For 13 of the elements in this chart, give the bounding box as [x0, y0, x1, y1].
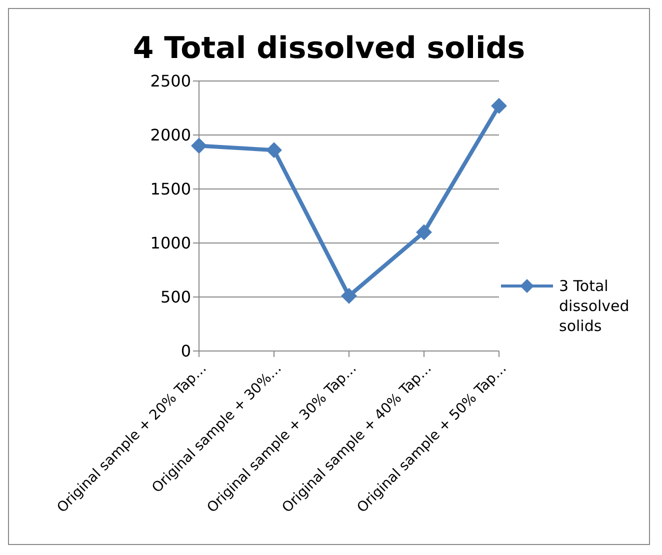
y-tick-label: 500: [160, 288, 191, 307]
y-tick-label: 0: [180, 342, 191, 361]
y-tick-label: 2500: [150, 72, 191, 91]
y-tick-label: 1000: [150, 234, 191, 253]
point: [491, 98, 507, 114]
legend-label: 3 Total dissolved solids: [559, 276, 630, 336]
chart-title: 4 Total dissolved solids: [132, 31, 526, 68]
point: [341, 288, 357, 304]
y-tick-label: 1500: [150, 180, 191, 199]
point: [191, 138, 207, 154]
y-tick-label: 2000: [150, 126, 191, 145]
point: [266, 142, 282, 158]
point: [416, 224, 432, 240]
